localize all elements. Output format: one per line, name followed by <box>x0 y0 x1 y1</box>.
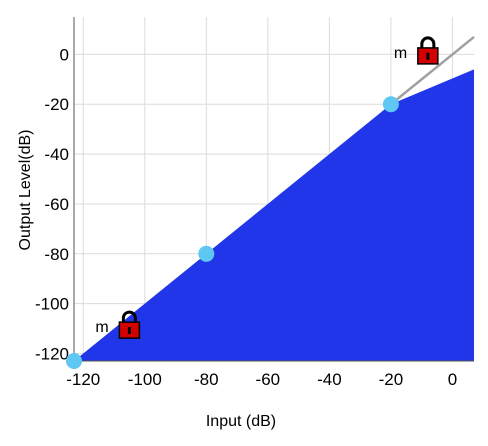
plot-area <box>74 69 474 361</box>
x-tick-label: 0 <box>448 370 457 389</box>
x-tick-label: -60 <box>256 370 281 389</box>
x-axis-label: Input (dB) <box>206 413 276 430</box>
y-tick-label: -80 <box>44 245 69 264</box>
control-point[interactable] <box>66 353 82 369</box>
lock-control[interactable]: m <box>95 310 141 339</box>
lock-icon[interactable] <box>118 310 141 339</box>
lock-icon[interactable] <box>417 36 439 65</box>
x-tick-label: -80 <box>194 370 219 389</box>
lock-keyhole <box>426 52 430 60</box>
curve-area <box>74 69 474 361</box>
y-tick-label: -60 <box>44 195 69 214</box>
reference-line <box>390 35 475 106</box>
x-tick-label: -100 <box>128 370 162 389</box>
y-tick-label: -20 <box>44 95 69 114</box>
y-tick-label: 0 <box>60 45 69 64</box>
control-points[interactable] <box>66 96 399 369</box>
lock-shackle <box>420 36 436 49</box>
unity-line <box>390 35 475 106</box>
x-tick-label: -120 <box>66 370 100 389</box>
control-point[interactable] <box>198 245 215 262</box>
y-tick-label: -100 <box>35 295 69 314</box>
lock-keyhole <box>127 327 131 335</box>
axes <box>73 17 474 362</box>
y-tick-label: -40 <box>44 145 69 164</box>
tick-labels: -120 -100 -80 -60 -40 -20 0 -120 -100 -80 -60 -40 -2… <box>35 45 457 389</box>
x-tick-label: -40 <box>317 370 342 389</box>
y-axis-label: Output Level(dB) <box>17 130 34 251</box>
lock-shackle <box>121 310 137 324</box>
control-point[interactable] <box>382 96 399 113</box>
lock-label: m <box>394 45 407 62</box>
lock-control[interactable]: m <box>394 36 439 65</box>
x-tick-label: -20 <box>379 370 404 389</box>
locks[interactable]: mm <box>95 36 439 339</box>
y-tick-label: -120 <box>35 345 69 364</box>
lock-label: m <box>95 319 108 336</box>
